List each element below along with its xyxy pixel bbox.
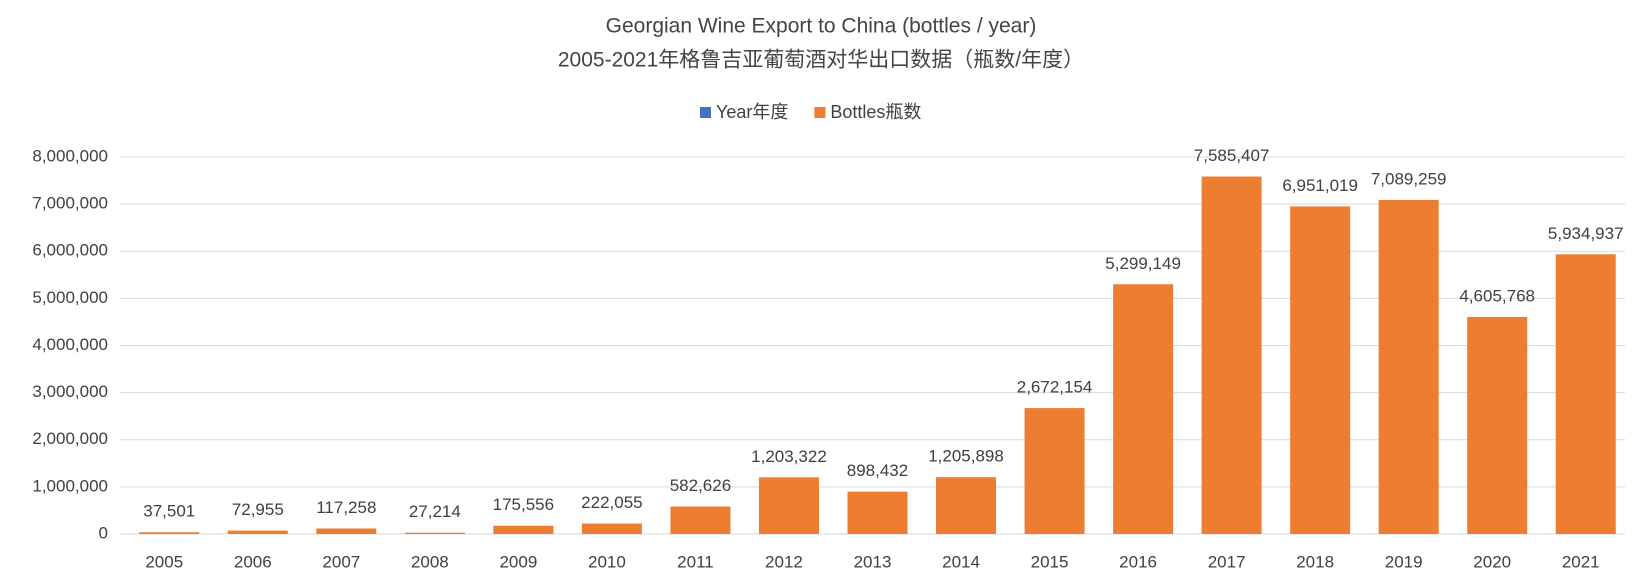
legend-label: Bottles瓶数	[830, 102, 921, 122]
y-tick-label: 0	[99, 523, 108, 542]
x-tick-label: 2016	[1119, 552, 1157, 571]
bar	[493, 525, 554, 534]
legend-swatch	[814, 107, 826, 118]
x-tick-label: 2020	[1473, 552, 1511, 571]
chart-subtitle: 2005-2021年格鲁吉亚葡萄酒对华出口数据（瓶数/年度）	[558, 49, 1084, 72]
data-label: 175,556	[493, 495, 554, 514]
bar	[1467, 316, 1528, 534]
legend-label: Year年度	[716, 102, 788, 122]
data-label: 898,432	[847, 461, 908, 480]
x-tick-label: 2008	[411, 552, 449, 571]
data-label: 7,585,407	[1194, 146, 1270, 165]
data-label: 1,203,322	[751, 447, 827, 466]
bar	[936, 477, 997, 534]
data-label: 5,934,937	[1548, 224, 1624, 243]
y-tick-label: 1,000,000	[32, 476, 108, 495]
chart-title: Georgian Wine Export to China (bottles /…	[606, 15, 1037, 38]
data-label: 7,089,259	[1371, 169, 1447, 188]
data-label: 72,955	[232, 500, 284, 519]
bar	[581, 523, 642, 534]
bar	[227, 530, 288, 534]
data-label: 582,626	[670, 476, 731, 495]
bar	[139, 532, 200, 534]
x-tick-label: 2010	[588, 552, 626, 571]
data-label: 37,501	[143, 502, 195, 521]
bar	[1201, 176, 1262, 534]
bar	[670, 506, 731, 534]
data-label: 222,055	[581, 493, 642, 512]
bar	[758, 477, 819, 534]
data-label: 1,205,898	[928, 447, 1004, 466]
x-tick-label: 2012	[765, 552, 803, 571]
bar	[316, 528, 377, 534]
y-tick-label: 4,000,000	[32, 335, 108, 354]
bar	[1113, 284, 1174, 534]
y-tick-label: 6,000,000	[32, 241, 108, 260]
data-label: 5,299,149	[1105, 254, 1181, 273]
x-tick-label: 2014	[942, 552, 980, 571]
data-label: 4,605,768	[1459, 286, 1535, 305]
y-tick-label: 8,000,000	[32, 146, 108, 165]
x-tick-label: 2019	[1385, 552, 1423, 571]
data-label: 27,214	[409, 502, 461, 521]
y-tick-label: 7,000,000	[32, 194, 108, 213]
y-tick-label: 3,000,000	[32, 382, 108, 401]
y-tick-label: 2,000,000	[32, 429, 108, 448]
x-tick-label: 2018	[1296, 552, 1334, 571]
x-tick-label: 2015	[1031, 552, 1069, 571]
bar	[1290, 206, 1351, 534]
x-tick-label: 2017	[1208, 552, 1246, 571]
bar	[847, 491, 908, 534]
bar	[404, 532, 465, 534]
legend-swatch	[700, 107, 711, 118]
x-tick-label: 2005	[145, 552, 183, 571]
x-tick-label: 2007	[322, 552, 360, 571]
data-label: 117,258	[316, 498, 376, 517]
data-label: 6,951,019	[1282, 176, 1358, 195]
data-label: 2,672,154	[1017, 378, 1093, 397]
legend: Year年度 Bottles瓶数	[700, 102, 921, 122]
bar	[1555, 254, 1616, 534]
x-tick-label: 2006	[234, 552, 272, 571]
x-tick-label: 2021	[1562, 552, 1600, 571]
x-tick-label: 2011	[677, 552, 714, 571]
x-tick-label: 2013	[854, 552, 892, 571]
y-tick-label: 5,000,000	[32, 288, 108, 307]
bar	[1378, 199, 1439, 534]
x-tick-label: 2009	[499, 552, 537, 571]
bar	[1024, 408, 1085, 534]
